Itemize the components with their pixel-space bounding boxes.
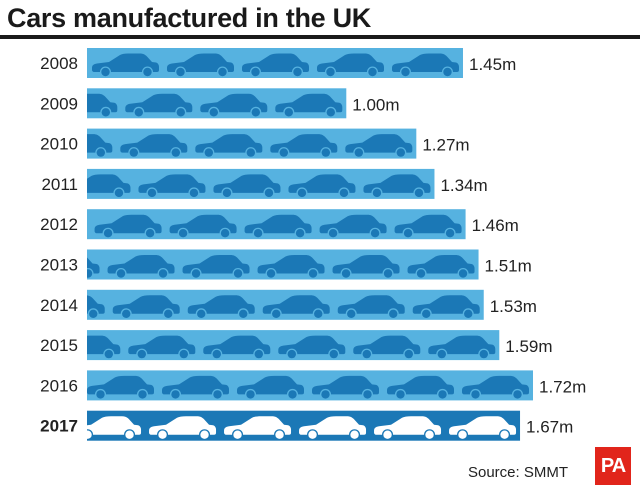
source-note: Source: SMMT [467, 464, 568, 481]
category-label: 2010 [40, 135, 78, 154]
chart-title: Cars manufactured in the UK [7, 3, 371, 33]
category-label: 2012 [40, 215, 78, 234]
bar-group-2017: 2017 1.67m [40, 410, 573, 441]
bar-chart: 2008 1.45m 2009 1.00m 2010 1.27m 2011 1.34m 2012… [40, 48, 586, 441]
value-label: 1.45m [469, 55, 516, 74]
category-label: 2015 [40, 336, 78, 355]
value-label: 1.67m [526, 418, 573, 437]
value-label: 1.27m [422, 136, 469, 155]
value-label: 1.46m [472, 216, 519, 235]
category-label: 2009 [40, 94, 78, 113]
value-label: 1.51m [485, 257, 532, 276]
value-label: 1.00m [352, 95, 399, 114]
value-label: 1.72m [539, 377, 586, 396]
bar-group-2009: 2009 1.00m [40, 88, 400, 119]
bar-group-2015: 2015 1.59m [40, 330, 553, 361]
bar-group-2011: 2011 1.34m [41, 168, 488, 199]
title-rule [0, 35, 640, 39]
bar-group-2014: 2014 1.53m [40, 289, 537, 320]
bar-group-2013: 2013 1.51m [40, 249, 532, 280]
category-label: 2017 [40, 417, 78, 436]
bar-group-2008: 2008 1.45m [40, 48, 516, 78]
bar-group-2010: 2010 1.27m [40, 128, 470, 159]
value-label: 1.59m [505, 337, 552, 356]
category-label: 2013 [40, 256, 78, 275]
bar [87, 410, 521, 441]
category-label: 2016 [40, 376, 78, 395]
category-label: 2014 [40, 296, 78, 315]
bar [87, 370, 533, 401]
bar-group-2012: 2012 1.46m [40, 209, 519, 240]
category-label: 2008 [40, 54, 78, 73]
bar-group-2016: 2016 1.72m [40, 370, 586, 401]
category-label: 2011 [41, 175, 78, 194]
value-label: 1.34m [440, 176, 487, 195]
value-label: 1.53m [490, 297, 537, 316]
pa-logo: PA [595, 447, 631, 485]
